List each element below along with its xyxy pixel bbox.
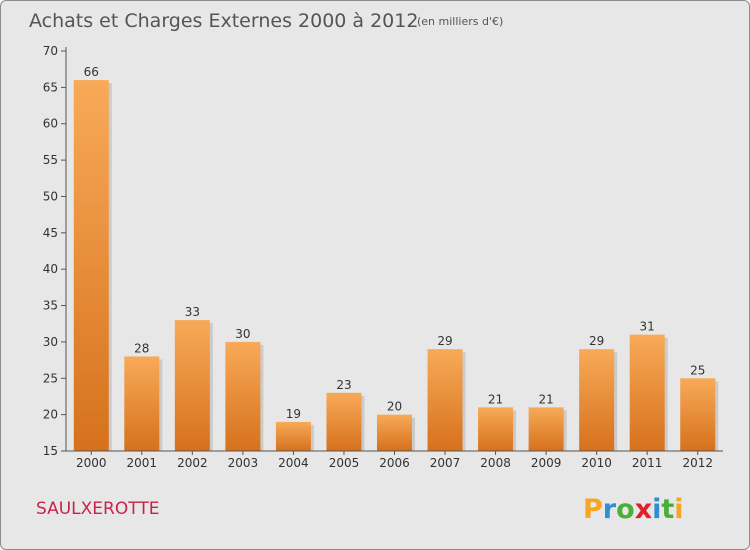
x-tick-label: 2003 (228, 456, 259, 470)
x-tick-label: 2008 (480, 456, 511, 470)
bar-value-label: 23 (336, 378, 351, 392)
x-tick-label: 2004 (278, 456, 309, 470)
logo-letter: P (583, 494, 603, 525)
bar-2008 (478, 407, 514, 451)
x-tick-label: 2000 (76, 456, 107, 470)
bar-value-label: 29 (437, 334, 452, 348)
y-axis: 15 20 25 30 35 40 45 50 55 60 65 70 (43, 44, 67, 458)
y-tick-label: 50 (43, 189, 58, 203)
bar-value-label: 31 (640, 320, 655, 334)
bar-2007 (427, 349, 463, 451)
bar-value-label: 29 (589, 334, 604, 348)
logo-letter: x (635, 494, 652, 525)
bar-value-label: 20 (387, 400, 402, 414)
bar-2003 (225, 341, 261, 451)
bar-2000 (73, 80, 109, 451)
x-axis: 2000 2001 2002 2003 2004 2005 2006 2007 2008 2009… (66, 450, 723, 470)
bar-value-label: 33 (185, 305, 200, 319)
bar-value-label: 19 (286, 407, 301, 421)
x-tick-label: 2006 (379, 456, 410, 470)
logo-letter: i (674, 494, 683, 525)
logo-letter: t (661, 494, 674, 525)
bar-2011 (629, 334, 665, 451)
bar-value-label: 21 (488, 392, 503, 406)
y-tick-label: 30 (43, 335, 58, 349)
x-tick-label: 2005 (329, 456, 360, 470)
bar-2006 (377, 414, 412, 451)
bars: 66 28 33 30 19 23 20 29 21 21 29 31 25 (73, 65, 719, 451)
y-tick-label: 25 (43, 371, 58, 385)
y-tick-label: 60 (43, 117, 58, 131)
y-tick-label: 65 (43, 80, 58, 94)
commune-name: SAULXEROTTE (36, 499, 159, 519)
x-tick-label: 2012 (682, 456, 713, 470)
logo-letter: o (616, 494, 635, 525)
logo-letter: i (652, 494, 661, 525)
y-tick-label: 70 (43, 44, 58, 58)
bar-value-label: 66 (84, 65, 99, 79)
bar-value-label: 30 (235, 327, 250, 341)
x-tick-label: 2009 (531, 456, 562, 470)
y-tick-label: 35 (43, 299, 58, 313)
logo-letter: r (603, 494, 617, 525)
y-tick-label: 55 (43, 153, 58, 167)
x-tick-label: 2010 (581, 456, 612, 470)
bar-value-label: 21 (538, 392, 553, 406)
bar-value-label: 25 (690, 363, 705, 377)
bar-value-label: 28 (134, 341, 149, 355)
bar-2002 (174, 320, 210, 451)
x-tick-label: 2001 (127, 456, 158, 470)
bar-2001 (124, 356, 160, 451)
y-tick-label: 45 (43, 226, 58, 240)
x-tick-label: 2007 (430, 456, 461, 470)
x-tick-label: 2002 (177, 456, 208, 470)
y-tick-label: 40 (43, 262, 58, 276)
x-tick-label: 2011 (632, 456, 663, 470)
proxiti-logo: Proxiti (583, 494, 684, 525)
chart-title: Achats et Charges Externes 2000 à 2012 (29, 10, 418, 32)
bar-2005 (326, 392, 362, 451)
bar-2010 (579, 349, 615, 451)
bar-2012 (680, 378, 716, 451)
chart-subtitle: (en milliers d'€) (417, 15, 503, 28)
bar-2004 (275, 421, 311, 451)
bar-2009 (528, 407, 564, 451)
y-tick-label: 15 (43, 444, 58, 458)
y-tick-label: 20 (43, 408, 58, 422)
